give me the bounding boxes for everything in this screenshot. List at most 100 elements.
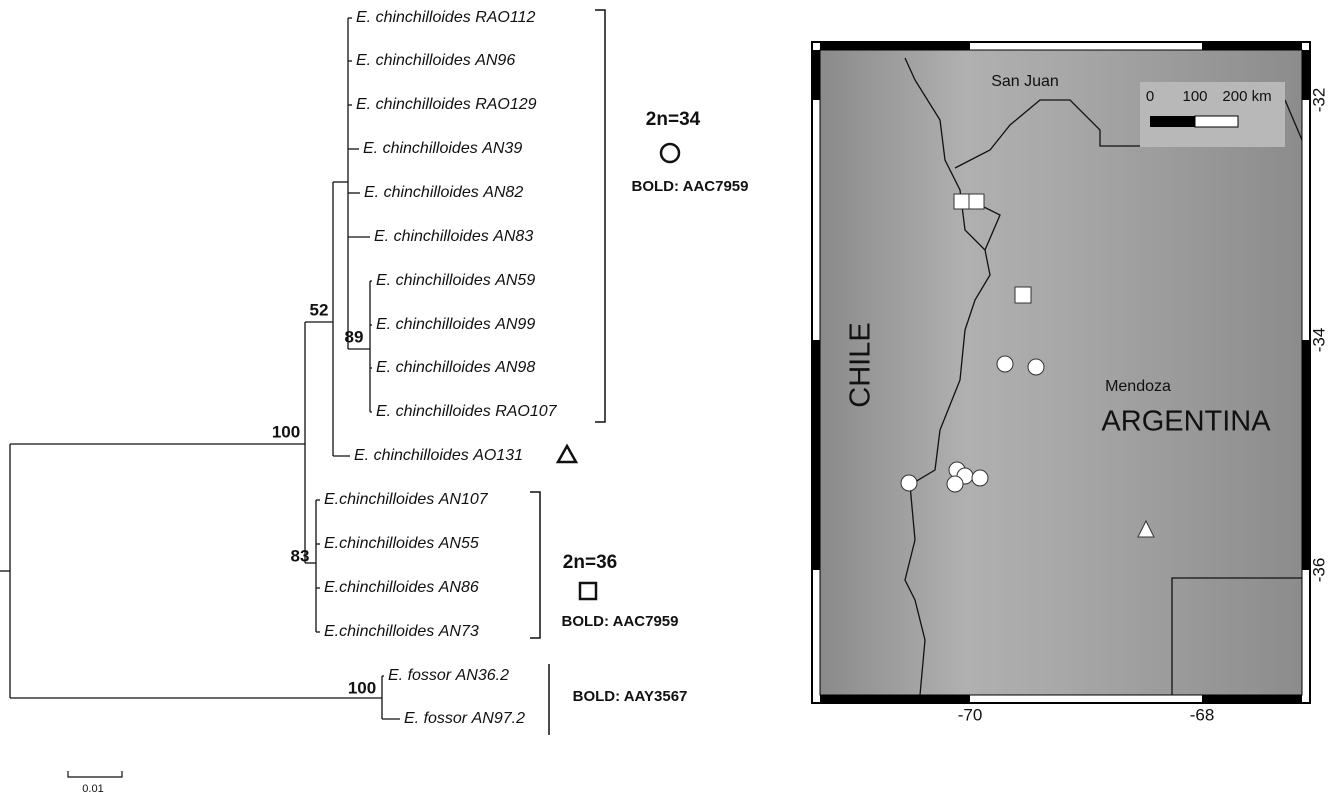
frame-segment [813,50,820,100]
longitude-label: -70 [958,705,983,724]
taxon-label: E. chinchilloides AN96 [356,52,515,69]
support-value: 100 [348,678,376,697]
karyotype-symbol [580,583,596,599]
karyotype-label: 2n=34 [646,109,701,130]
scale-bar [68,771,122,777]
scale-label: 100 [1182,88,1207,105]
frame-segment [1302,340,1309,570]
circle-marker [1028,359,1044,375]
frame-segment [1202,43,1302,50]
square-marker [954,194,969,209]
specimen-code: AN99 [494,316,535,333]
support-value: 52 [310,300,329,319]
square-marker [969,194,984,209]
country-label: CHILE [845,322,877,407]
species-name: E. chinchilloides [376,316,491,333]
taxon-label: E. chinchilloides RAO129 [356,96,537,113]
figure: E. chinchilloides RAO112E. chinchilloide… [0,0,1336,796]
bold-bin: BOLD: AAC7959 [632,178,749,195]
support-value: 100 [272,422,300,441]
scale-label: 0 [1146,88,1154,105]
bold-bin: BOLD: AAY3567 [573,688,688,705]
species-name: E. chinchilloides [376,272,491,289]
specimen-code: AN36.2 [455,667,509,684]
scale-label: 0.01 [82,783,103,795]
taxon-label: E. chinchilloides AN99 [376,316,535,333]
species-name: E. chinchilloides [374,228,489,245]
specimen-code: AN97.2 [471,710,525,727]
specimen-code: AN82 [482,184,523,201]
latitude-label: -34 [1309,328,1328,353]
karyotype-symbol [661,144,679,162]
taxon-label: E.chinchilloides AN55 [324,535,479,552]
taxon-label: E. chinchilloides AN83 [374,228,533,245]
taxon-label: E.chinchilloides AN86 [324,579,479,596]
species-name: E. chinchilloides [354,447,469,464]
taxon-label: E. fossor AN36.2 [388,667,509,684]
karyotype-symbol [558,446,576,462]
taxon-label: E. chinchilloides AN59 [376,272,535,289]
map: -70-68-32-34-36 San Juan Mendoza ARGENTI… [812,42,1328,724]
bold-bin: BOLD: AAC7959 [562,613,679,630]
scale-label: 200 km [1222,88,1271,105]
specimen-code: AN73 [438,623,479,640]
frame-segment [820,43,970,50]
frame-segment [1302,50,1309,100]
specimen-code: RAO107 [495,403,557,420]
specimen-code: AN59 [494,272,535,289]
species-name: E. chinchilloides [356,9,471,26]
circle-marker [947,476,963,492]
circle-marker [901,475,917,491]
square-marker [1015,287,1031,303]
species-name: E. chinchilloides [363,140,478,157]
clade-bracket [595,10,605,422]
taxon-label: E. chinchilloides RAO112 [356,9,535,26]
karyotype-label: 2n=36 [563,552,617,573]
frame-segment [820,695,970,702]
scale-segment [1150,116,1195,127]
taxon-label: E. chinchilloides RAO107 [376,403,558,420]
species-name: E. fossor [388,667,452,684]
species-name: E. chinchilloides [376,359,491,376]
latitude-label: -36 [1309,558,1328,583]
species-name: E. chinchilloides [364,184,479,201]
specimen-code: AO131 [472,447,523,464]
latitude-label: -32 [1309,88,1328,113]
longitude-label: -68 [1190,705,1215,724]
support-value: 83 [291,546,310,565]
frame-segment [1202,695,1302,702]
taxon-label: E. fossor AN97.2 [404,710,525,727]
species-name: E. chinchilloides [356,96,471,113]
taxon-label: E. chinchilloides AN39 [363,140,522,157]
taxon-label: E. chinchilloides AN82 [364,184,523,201]
species-name: E. chinchilloides [376,403,491,420]
specimen-code: AN55 [438,535,479,552]
specimen-code: AN39 [481,140,522,157]
place-label: San Juan [991,73,1059,90]
support-value: 89 [345,327,364,346]
specimen-code: AN98 [494,359,535,376]
species-name: E.chinchilloides [324,491,434,508]
species-name: E.chinchilloides [324,579,434,596]
specimen-code: RAO129 [475,96,536,113]
circle-marker [972,470,988,486]
taxon-label: E. chinchilloides AO131 [354,447,523,464]
place-label: Mendoza [1105,378,1171,395]
specimen-code: RAO112 [475,9,535,26]
specimen-code: AN86 [438,579,479,596]
species-name: E.chinchilloides [324,623,434,640]
circle-marker [997,356,1013,372]
species-name: E. fossor [404,710,468,727]
taxon-label: E.chinchilloides AN107 [324,491,489,508]
specimen-code: AN96 [474,52,515,69]
specimen-code: AN107 [438,491,489,508]
taxon-label: E. chinchilloides AN98 [376,359,535,376]
species-name: E.chinchilloides [324,535,434,552]
taxon-label: E.chinchilloides AN73 [324,623,479,640]
clade-bracket [530,492,540,638]
specimen-code: AN83 [492,228,533,245]
species-name: E. chinchilloides [356,52,471,69]
scale-segment [1195,116,1238,127]
frame-segment [813,340,820,570]
